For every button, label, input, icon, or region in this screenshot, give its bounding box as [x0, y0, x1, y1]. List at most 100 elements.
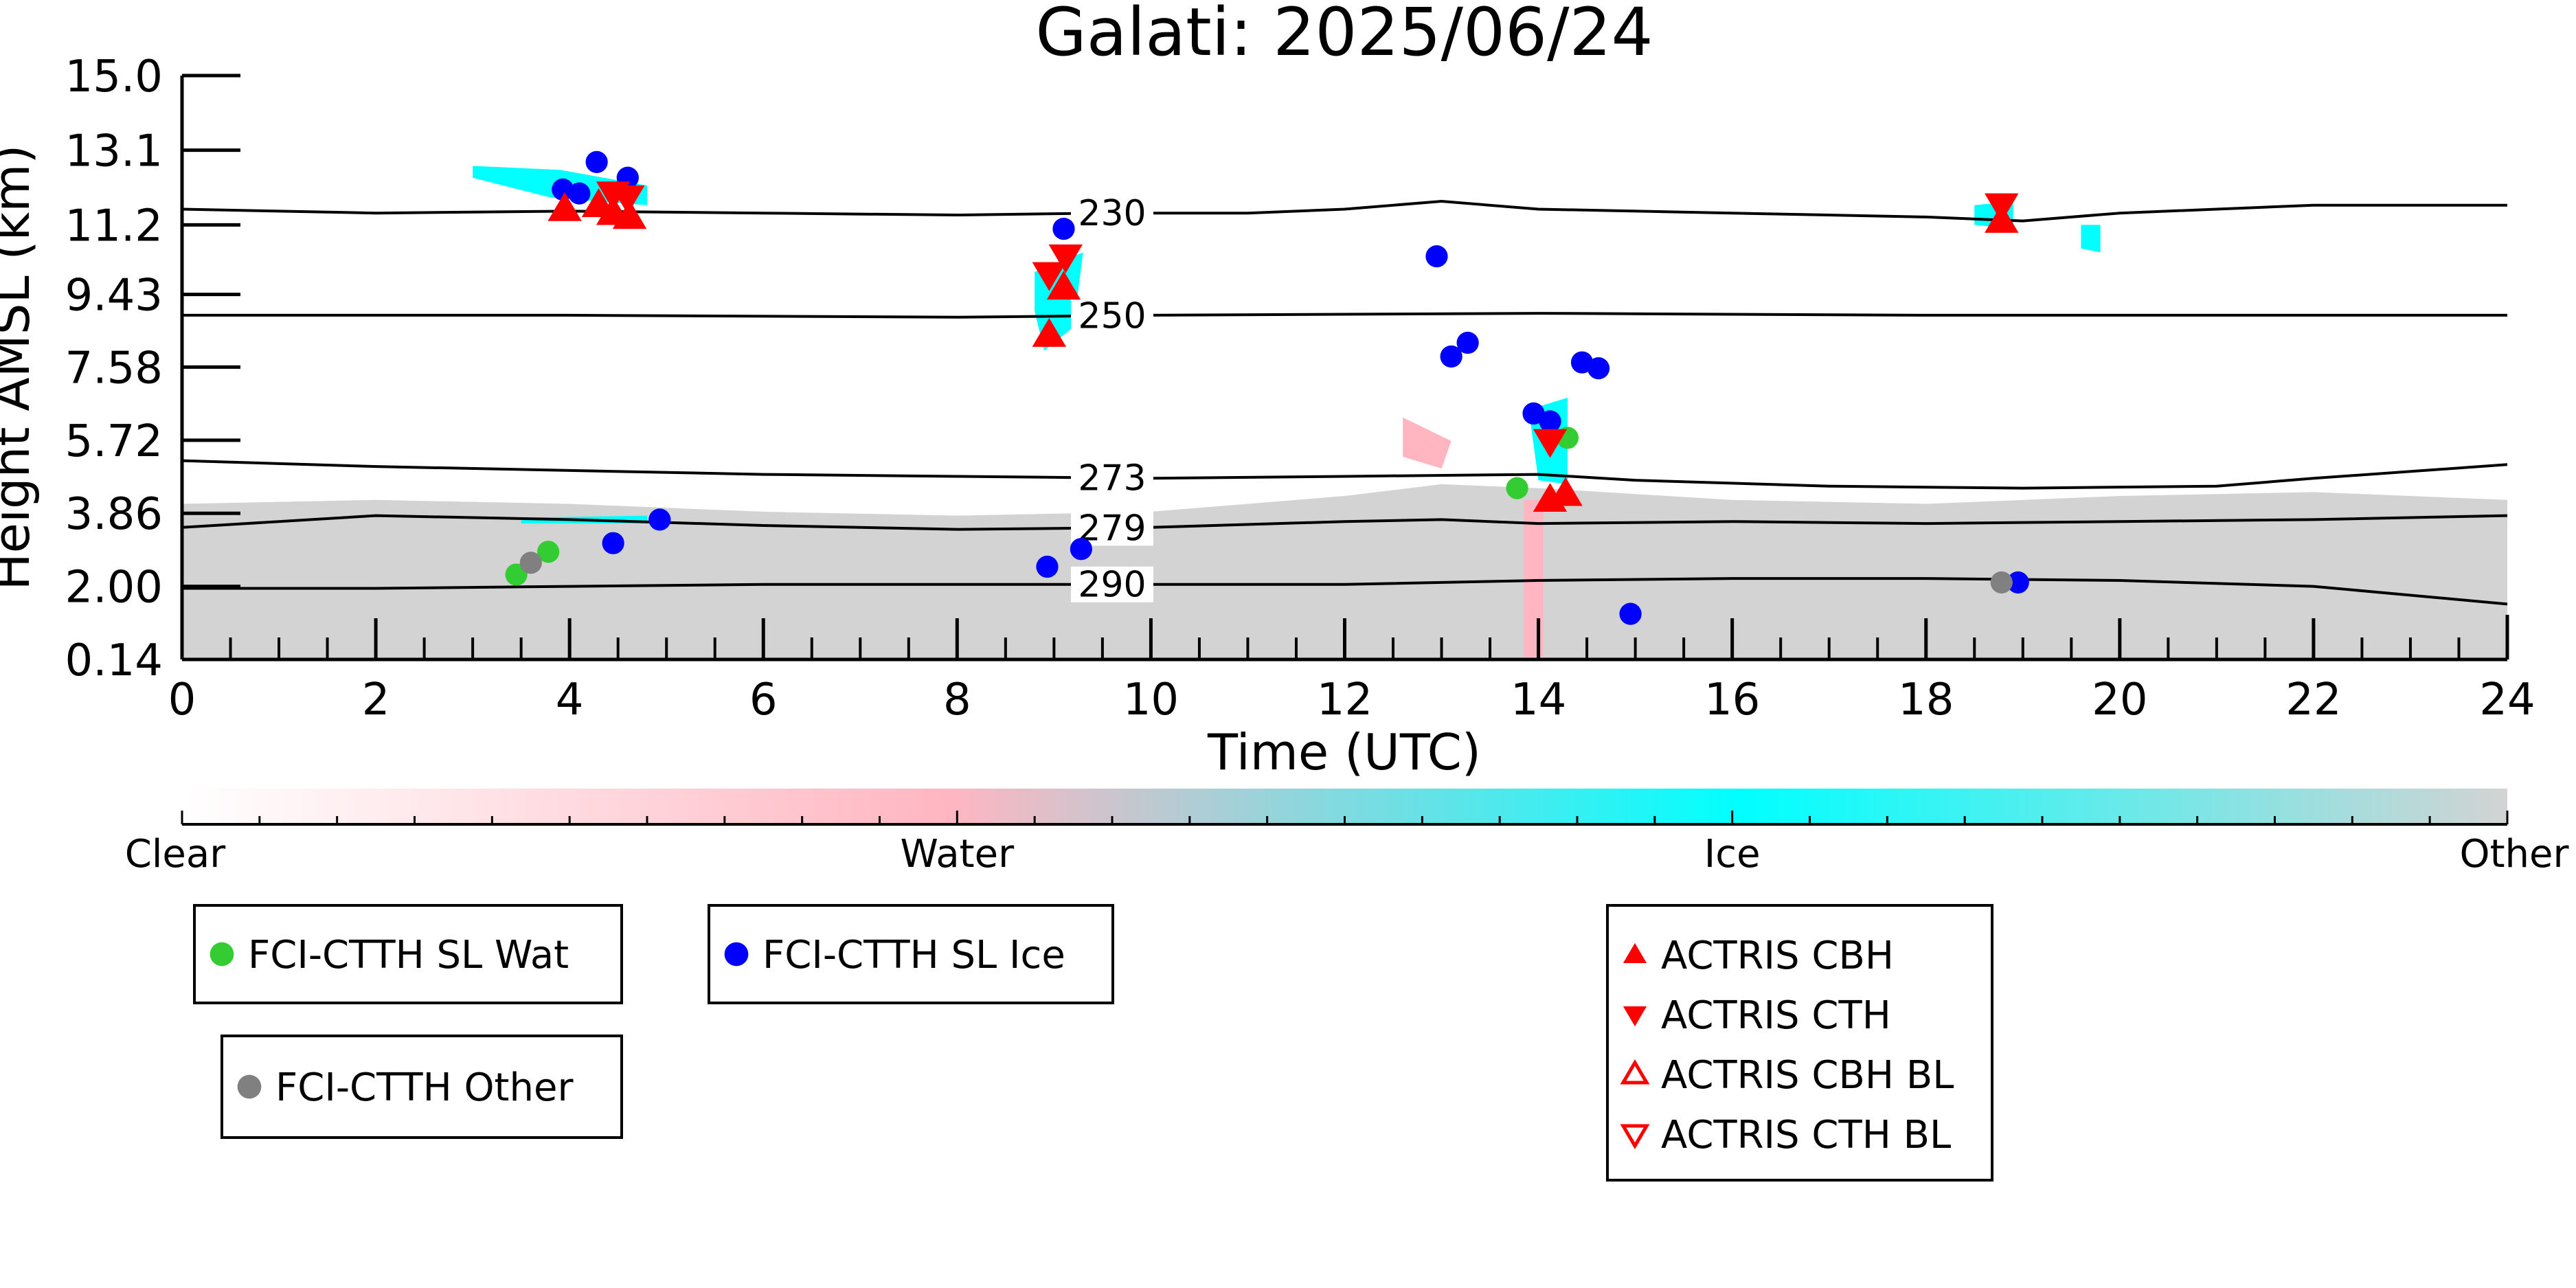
marker-actris-cth — [1032, 262, 1067, 291]
legend-label: FCI-CTTH SL Ice — [762, 933, 1065, 978]
contour-label: 250 — [1078, 295, 1146, 337]
y-ticks: 0.14 2.00 3.86 5.72 7.58 9.43 11.2 13.1 15.0 — [65, 52, 240, 686]
legend-actris: ACTRIS CBH ACTRIS CTH ACTRIS CBH BL ACTRIS … — [1606, 904, 1993, 1182]
contour-label: 290 — [1078, 565, 1146, 606]
x-tick-label: 0 — [168, 675, 196, 725]
contour-line — [182, 514, 2507, 531]
marker-actris-cbh — [1046, 271, 1081, 300]
colorbar-label: Other — [2459, 832, 2569, 877]
marker-fci-ctth-sl-ice — [1522, 402, 1545, 425]
y-tick-label: 7.58 — [65, 343, 163, 394]
legend-label: ACTRIS CTH — [1661, 993, 1891, 1038]
legend-label: ACTRIS CTH BL — [1661, 1113, 1951, 1157]
y-tick-label: 15.0 — [65, 52, 163, 102]
legend-box — [193, 904, 623, 1004]
legend-box — [1606, 904, 1993, 1182]
y-tick-label: 5.72 — [65, 416, 163, 467]
legend-label: ACTRIS CBH — [1661, 934, 1894, 978]
y-tick-label: 0.14 — [65, 635, 163, 686]
legend-other: FCI-CTTH Other — [221, 1035, 623, 1139]
legend-marker — [210, 942, 234, 967]
marker-actris-cth — [1985, 193, 2019, 223]
legend-wat: FCI-CTTH SL Wat — [193, 904, 623, 1004]
marker-fci-ctth-sl-ice — [1036, 555, 1059, 578]
x-tick-label: 2 — [362, 675, 390, 725]
legend-marker — [237, 1074, 262, 1099]
legend-label: ACTRIS CBH BL — [1661, 1053, 1954, 1098]
marker-fci-ctth-other — [1990, 571, 2013, 594]
x-ticks: 0 2 4 6 8 10 12 14 16 18 20 22 24 — [168, 618, 2535, 725]
colorbar-label: Water — [901, 832, 1015, 877]
x-tick-label: 22 — [2285, 675, 2341, 725]
x-axis-label: Time (UTC) — [1207, 723, 1481, 781]
y-tick-label: 2.00 — [65, 563, 163, 613]
chart-title: Galati: 2025/06/24 — [1035, 0, 1653, 71]
marker-actris-cth — [1533, 429, 1568, 458]
x-tick-label: 14 — [1511, 675, 1566, 725]
y-tick-label: 3.86 — [65, 489, 163, 540]
marker-fci-ctth-other — [519, 552, 542, 574]
marker-fci-ctth-sl-ice — [2007, 571, 2029, 594]
marker-fci-ctth-sl-ice — [1052, 217, 1075, 240]
legend-label: FCI-CTTH SL Wat — [248, 933, 569, 978]
marker-fci-ctth-sl-ice — [1619, 602, 1642, 625]
marker-actris-cbh — [1032, 317, 1067, 347]
marker-fci-ctth-sl-ice — [568, 182, 591, 205]
colorbar: Clear Water Ice Other — [125, 789, 2569, 877]
legend-marker — [724, 942, 749, 967]
marker-fci-ctth-sl-ice — [1070, 538, 1092, 561]
marker-fci-ctth-sl-ice — [1539, 410, 1561, 433]
legend-box — [221, 1035, 623, 1139]
marker-fci-ctth-sl-ice — [1456, 331, 1479, 354]
x-tick-label: 12 — [1317, 675, 1372, 725]
data-markers — [505, 150, 2029, 625]
marker-actris-cth — [1048, 244, 1083, 273]
mask-region-water — [1403, 417, 1451, 469]
marker-actris-cbh — [1548, 477, 1583, 506]
contour-line — [182, 200, 2507, 223]
y-tick-label: 11.2 — [65, 201, 163, 251]
marker-actris-cbh — [547, 192, 582, 221]
marker-actris-cbh — [612, 200, 647, 229]
contour-line — [182, 312, 2507, 319]
legend-ice: FCI-CTTH SL Ice — [708, 904, 1114, 1004]
legend-box — [708, 904, 1114, 1004]
legends: FCI-CTTH SL Wat FCI-CTTH SL Ice FCI-CTTH O… — [193, 904, 1993, 1182]
legend-marker — [1623, 942, 1647, 963]
marker-actris-cth — [611, 185, 645, 215]
legend-label: FCI-CTTH Other — [275, 1065, 574, 1110]
contour-label-bg — [1071, 195, 1153, 231]
colorbar-label: Ice — [1704, 832, 1761, 877]
marker-fci-ctth-sl-ice — [602, 532, 624, 554]
marker-fci-ctth-sl-ice — [1587, 357, 1610, 380]
contour-label-bg — [1071, 460, 1153, 496]
contour-label-bg — [1071, 566, 1153, 602]
y-axis-label: Height AMSL (km) — [0, 145, 41, 591]
marker-fci-ctth-sl-ice — [1440, 345, 1462, 368]
x-tick-label: 10 — [1123, 675, 1179, 725]
marker-fci-ctth-sl-ice — [585, 150, 608, 173]
mask-region-water — [1524, 499, 1544, 657]
legend-marker — [1623, 1006, 1647, 1027]
marker-fci-ctth-sl-wat — [1506, 477, 1528, 499]
mask-region-other — [182, 484, 2507, 659]
contour-label-bg — [1071, 297, 1153, 334]
marker-fci-ctth-sl-ice — [1425, 245, 1448, 268]
x-tick-label: 24 — [2479, 675, 2535, 725]
x-tick-label: 6 — [749, 675, 778, 725]
x-tick-label: 8 — [943, 675, 971, 725]
y-tick-label: 9.43 — [65, 271, 163, 321]
contour-label: 230 — [1078, 193, 1146, 234]
legend-marker — [1620, 1124, 1650, 1150]
x-tick-label: 18 — [1898, 675, 1954, 725]
x-tick-label: 20 — [2092, 675, 2147, 725]
contour-line — [182, 577, 2507, 606]
contour-label: 273 — [1078, 458, 1146, 499]
marker-fci-ctth-sl-wat — [537, 541, 560, 563]
marker-fci-ctth-sl-ice — [648, 508, 671, 531]
colorbar-label: Clear — [125, 832, 226, 877]
x-tick-label: 4 — [556, 675, 584, 725]
contour-line — [182, 459, 2507, 490]
